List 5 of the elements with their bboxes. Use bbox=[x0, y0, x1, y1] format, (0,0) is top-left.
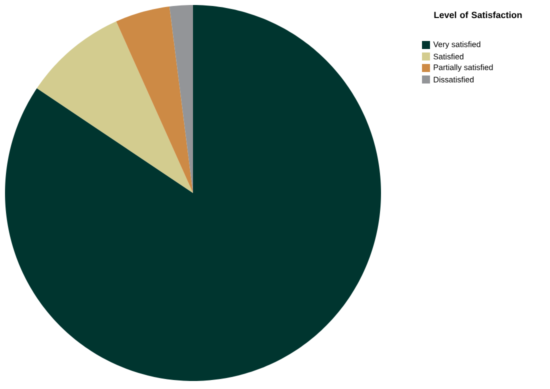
legend-label: Very satisfied bbox=[433, 41, 480, 49]
legend-label: Partially satisfied bbox=[434, 64, 493, 72]
legend-label: Dissatisfied bbox=[434, 76, 474, 82]
legend-title: Level of Satisfaction bbox=[434, 12, 522, 18]
legend-label: Satisfied bbox=[434, 54, 464, 60]
